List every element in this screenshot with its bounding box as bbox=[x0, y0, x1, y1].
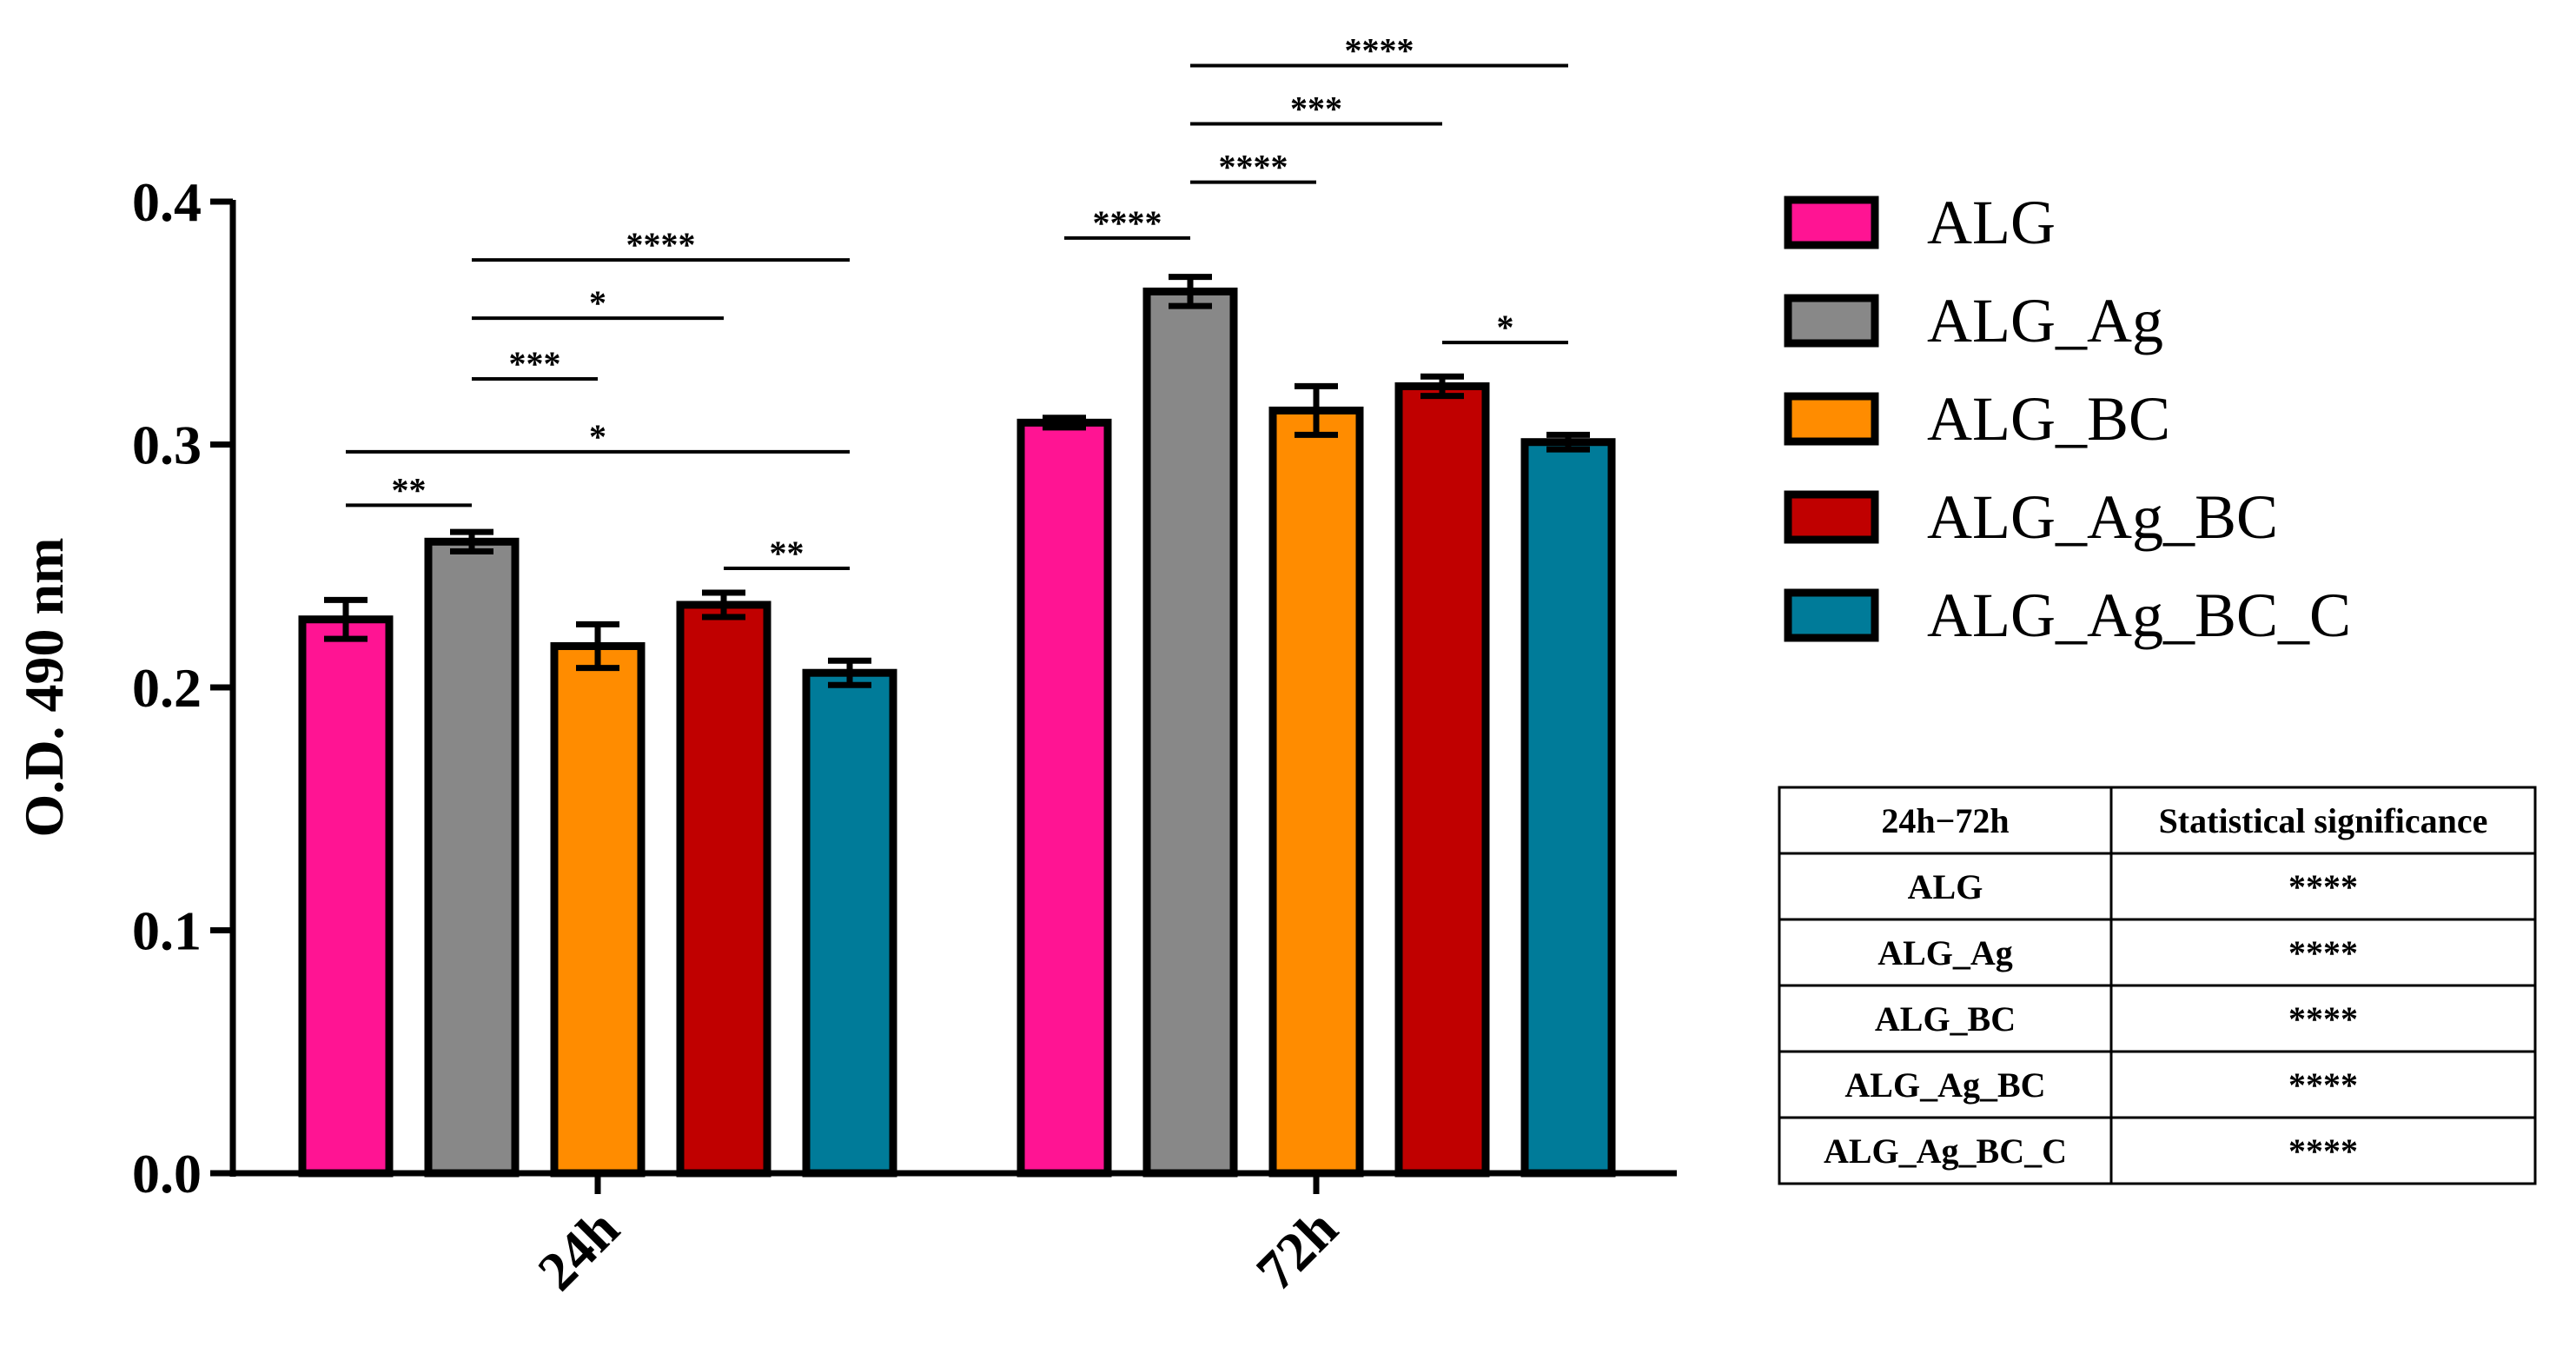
table-cell: ALG_Ag bbox=[1877, 933, 2013, 972]
table-cell: ALG_Ag_BC bbox=[1844, 1065, 2045, 1105]
table-cell: **** bbox=[2288, 867, 2358, 906]
significance-label: **** bbox=[1345, 30, 1414, 70]
table-header: Statistical significance bbox=[2159, 801, 2488, 840]
significance-label: ** bbox=[770, 534, 805, 573]
legend-label: ALG_Ag_BC bbox=[1927, 482, 2278, 552]
significance-label: * bbox=[589, 417, 606, 456]
y-tick-label: 0.3 bbox=[132, 415, 202, 476]
bar bbox=[298, 615, 394, 1178]
x-tick-label: 24h bbox=[526, 1198, 631, 1303]
significance-brackets: ***************************** bbox=[346, 30, 1568, 573]
table-cell: **** bbox=[2288, 999, 2358, 1039]
legend-swatch bbox=[1784, 392, 1879, 446]
legend-swatch bbox=[1784, 294, 1879, 348]
table-cell: **** bbox=[2288, 933, 2358, 972]
legend-swatch bbox=[1784, 490, 1879, 544]
bar bbox=[1142, 287, 1238, 1178]
y-tick-label: 0.4 bbox=[132, 171, 202, 233]
legend-label: ALG_Ag_BC_C bbox=[1927, 581, 2351, 650]
bar bbox=[802, 668, 897, 1178]
bar bbox=[1520, 438, 1616, 1178]
table-cell: **** bbox=[2288, 1131, 2358, 1171]
bar bbox=[1268, 406, 1364, 1178]
y-tick-label: 0.2 bbox=[132, 657, 202, 719]
legend-swatch bbox=[1784, 588, 1879, 642]
y-tick-label: 0.0 bbox=[132, 1143, 202, 1204]
significance-label: * bbox=[1497, 308, 1514, 347]
legend-label: ALG_BC bbox=[1927, 384, 2170, 454]
bar bbox=[424, 537, 520, 1178]
bar bbox=[550, 641, 646, 1178]
legend-label: ALG bbox=[1927, 188, 2056, 257]
significance-label: * bbox=[589, 283, 606, 322]
table-header: 24h−72h bbox=[1881, 801, 2009, 840]
legend: ALG ALG_Ag ALG_BC ALG_Ag_BC ALG_Ag_BC_C bbox=[1784, 188, 2351, 650]
significance-label: **** bbox=[1093, 203, 1162, 242]
x-tick-label: 72h bbox=[1244, 1198, 1349, 1303]
bar bbox=[1016, 418, 1112, 1178]
legend-swatch bbox=[1784, 196, 1879, 249]
significance-label: **** bbox=[1219, 148, 1288, 187]
bars bbox=[298, 274, 1616, 1178]
axes: 0.0 0.1 0.2 0.3 0.4 O.D. 490 nm 24h 72h bbox=[13, 171, 1677, 1302]
table-cell: ALG bbox=[1908, 867, 1983, 906]
bar bbox=[1394, 382, 1490, 1178]
significance-label: *** bbox=[1290, 90, 1342, 129]
significance-label: *** bbox=[509, 344, 561, 383]
significance-label: ** bbox=[392, 470, 427, 509]
bar bbox=[676, 601, 771, 1178]
significance-label: **** bbox=[626, 225, 696, 264]
table-cell: ALG_BC bbox=[1875, 999, 2016, 1039]
y-axis-title: O.D. 490 nm bbox=[13, 538, 75, 838]
table-cell: **** bbox=[2288, 1065, 2358, 1105]
y-tick-label: 0.1 bbox=[132, 900, 202, 962]
table-cell: ALG_Ag_BC_C bbox=[1824, 1131, 2067, 1171]
significance-table: 24h−72h Statistical significance ALG **** AL… bbox=[1778, 786, 2537, 1185]
legend-label: ALG_Ag bbox=[1927, 286, 2163, 355]
